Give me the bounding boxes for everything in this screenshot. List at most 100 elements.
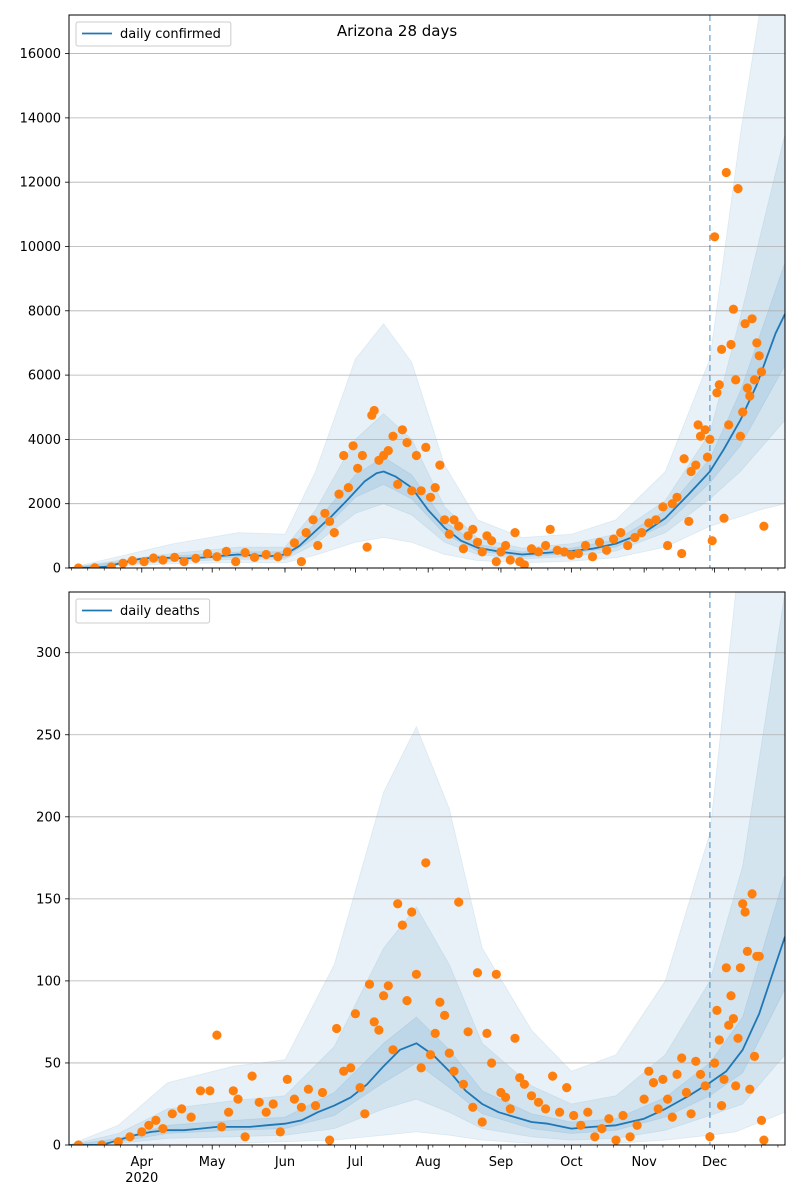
confirmed-ytick-label-4000: 4000 <box>28 433 61 448</box>
confirmed-data-point <box>296 557 306 567</box>
confirmed-data-point <box>749 375 760 385</box>
deaths-legend: daily deaths <box>75 598 211 624</box>
deaths-legend-label: daily deaths <box>120 604 200 619</box>
xtick-label-aug: Aug <box>415 1155 440 1170</box>
deaths-plot-frame <box>68 591 786 1146</box>
confirmed-data-point <box>705 434 715 444</box>
deaths-data-point <box>477 1117 487 1127</box>
deaths-data-point <box>407 907 417 917</box>
deaths-data-point <box>721 963 731 973</box>
deaths-data-point <box>712 1005 722 1016</box>
deaths-data-point <box>639 1094 649 1104</box>
confirmed-data-point <box>308 515 318 525</box>
deaths-data-point <box>195 1086 206 1096</box>
confirmed-y-axis: 0 2000 4000 6000 8000 10000 12000 14000 16000 <box>20 47 69 577</box>
confirmed-data-point <box>249 552 260 563</box>
deaths-y-axis: 0 50 100 150 200 250 300 <box>36 646 69 1154</box>
confirmed-data-point <box>261 549 271 560</box>
xtick-label-jul: Jul <box>347 1155 364 1170</box>
confirmed-data-point <box>463 531 473 541</box>
deaths-data-point <box>526 1091 537 1101</box>
confirmed-data-point <box>458 544 468 554</box>
deaths-data-point <box>700 1081 710 1091</box>
confirmed-data-point <box>735 431 746 441</box>
confirmed-data-point <box>684 516 694 527</box>
deaths-data-point <box>705 1132 715 1142</box>
confirmed-legend: daily confirmed <box>75 21 232 47</box>
deaths-data-point <box>97 1140 107 1145</box>
deaths-data-point <box>310 1101 321 1111</box>
confirmed-data-point <box>273 552 283 562</box>
confirmed-data-point <box>552 545 562 555</box>
confirmed-data-point <box>301 528 311 538</box>
deaths-data-point <box>562 1083 572 1093</box>
deaths-axes: 0 50 100 150 200 250 300 Apr May Jun Jul Aug Sep Oct… <box>36 591 786 1186</box>
confirmed-data-point <box>745 391 755 401</box>
deaths-data-point <box>254 1097 264 1107</box>
confirmed-ytick-label-8000: 8000 <box>28 304 61 319</box>
deaths-ytick-label-300: 300 <box>36 646 61 661</box>
deaths-data-point <box>686 1109 696 1119</box>
confirmed-data-point <box>707 536 717 546</box>
deaths-series-line <box>69 936 785 1145</box>
deaths-data-point <box>487 1058 497 1068</box>
deaths-legend-box <box>75 598 211 624</box>
x-axis-year-label: 2020 <box>125 1171 158 1186</box>
confirmed-observed-points <box>73 167 769 568</box>
confirmed-data-point <box>416 486 426 496</box>
deaths-data-point <box>458 1079 468 1089</box>
confirmed-data-point <box>407 486 417 496</box>
confirmed-data-point <box>759 521 769 531</box>
confirmed-data-point <box>651 515 661 525</box>
deaths-data-point <box>113 1137 123 1145</box>
xtick-label-nov: Nov <box>631 1155 657 1170</box>
deaths-band-outer <box>69 592 785 1145</box>
confirmed-data-point <box>726 339 736 350</box>
confirmed-data-point <box>623 540 633 551</box>
confirmed-legend-box <box>75 21 232 47</box>
confirmed-data-point <box>221 546 231 556</box>
confirmed-data-point <box>691 460 701 470</box>
confirmed-data-point <box>609 534 619 544</box>
confirmed-data-point <box>289 538 299 548</box>
deaths-data-point <box>472 968 483 978</box>
confirmed-data-point <box>357 450 367 461</box>
confirmed-data-point <box>487 536 497 546</box>
deaths-data-point <box>151 1115 161 1125</box>
confirmed-data-point <box>663 540 673 551</box>
confirmed-data-point <box>454 521 464 531</box>
deaths-data-point <box>317 1087 328 1098</box>
deaths-data-point <box>296 1102 306 1112</box>
confirmed-data-point <box>587 552 598 562</box>
confirmed-data-point <box>212 552 222 562</box>
confirmed-gridlines <box>69 53 785 569</box>
deaths-data-point <box>228 1086 238 1096</box>
deaths-band-inner <box>69 874 785 1145</box>
confirmed-band-middle <box>69 133 785 568</box>
confirmed-legend-label: daily confirmed <box>120 27 221 42</box>
confirmed-data-point <box>170 552 180 563</box>
confirmed-data-point <box>334 489 344 499</box>
deaths-data-point <box>468 1102 478 1112</box>
xtick-label-sep: Sep <box>489 1155 514 1170</box>
confirmed-data-point <box>240 548 250 558</box>
deaths-data-point <box>167 1109 177 1119</box>
deaths-data-point <box>653 1104 663 1114</box>
deaths-data-point <box>355 1083 365 1093</box>
deaths-data-point <box>501 1092 511 1102</box>
deaths-ytick-label-100: 100 <box>36 974 61 989</box>
confirmed-ytick-label-2000: 2000 <box>28 497 61 512</box>
confirmed-data-point <box>158 555 168 565</box>
deaths-data-point <box>658 1074 668 1084</box>
deaths-data-point <box>393 899 403 909</box>
deaths-data-point <box>710 1058 720 1068</box>
deaths-data-point <box>632 1120 642 1130</box>
confirmed-ytick-label-14000: 14000 <box>20 111 61 126</box>
deaths-data-point <box>482 1028 492 1038</box>
confirmed-data-point <box>421 442 431 452</box>
confirmed-data-point <box>501 540 511 551</box>
deaths-data-point <box>402 996 412 1006</box>
deaths-data-point <box>217 1122 227 1132</box>
deaths-data-point <box>383 981 393 991</box>
